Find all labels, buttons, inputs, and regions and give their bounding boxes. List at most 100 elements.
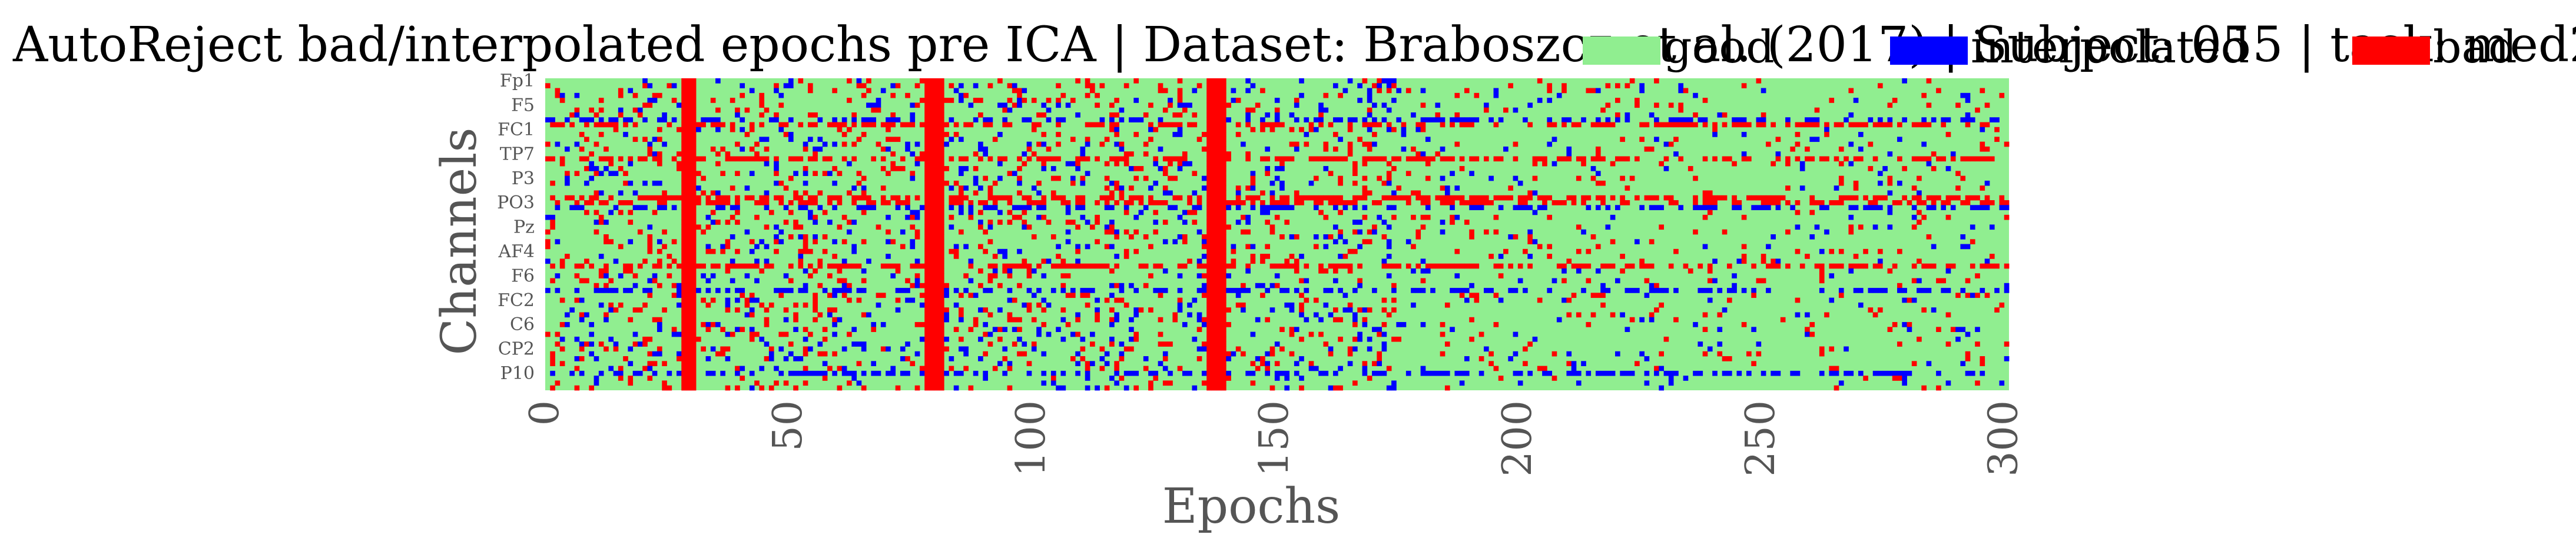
heatmap-cell — [944, 312, 949, 318]
heatmap-cell — [1357, 195, 1362, 201]
heatmap-cell — [924, 341, 930, 347]
heatmap-cell — [856, 380, 862, 386]
heatmap-cell — [749, 297, 755, 303]
heatmap-cell — [1211, 83, 1217, 88]
heatmap-cell — [749, 307, 755, 313]
heatmap-cell — [1279, 195, 1285, 201]
heatmap-cell — [924, 122, 930, 128]
heatmap-cell — [2004, 141, 2010, 147]
heatmap-cell — [545, 156, 551, 162]
heatmap-cell — [764, 161, 770, 167]
heatmap-cell — [1221, 78, 1226, 84]
heatmap-cell — [1216, 312, 1222, 318]
heatmap-cell — [1450, 214, 1455, 220]
heatmap-cell — [1231, 248, 1236, 254]
heatmap-cell — [1221, 273, 1226, 278]
heatmap-cell — [1201, 288, 1207, 293]
heatmap-cell — [1513, 288, 1519, 293]
heatmap-cell — [754, 156, 760, 162]
heatmap-cell — [1698, 288, 1703, 293]
heatmap-cell — [1848, 268, 1854, 274]
heatmap-cell — [1853, 205, 1859, 210]
heatmap-cell — [1304, 132, 1309, 137]
heatmap-cell — [1600, 293, 1606, 298]
heatmap-cell — [1114, 132, 1119, 137]
heatmap-cell — [1405, 171, 1411, 177]
heatmap-cell — [934, 107, 940, 113]
heatmap-cell — [861, 83, 867, 88]
heatmap-cell — [1819, 278, 1825, 284]
heatmap-cell — [754, 214, 760, 220]
heatmap-cell — [929, 278, 935, 284]
heatmap-cell — [740, 146, 745, 152]
heatmap-cell — [1284, 302, 1290, 308]
heatmap-cell — [759, 122, 765, 128]
heatmap-cell — [910, 112, 916, 118]
heatmap-cell — [1211, 376, 1217, 381]
heatmap-cell — [1945, 380, 1951, 386]
heatmap-cell — [1323, 288, 1329, 293]
heatmap-cell — [710, 117, 716, 122]
heatmap-cell — [1503, 195, 1509, 201]
heatmap-cell — [1381, 102, 1387, 108]
heatmap-cell — [1795, 200, 1801, 205]
heatmap-cell — [565, 195, 570, 201]
heatmap-cell — [939, 254, 944, 259]
heatmap-cell — [1104, 137, 1110, 142]
heatmap-cell — [696, 200, 701, 205]
heatmap-cell — [788, 278, 794, 284]
heatmap-cell — [1590, 234, 1596, 240]
heatmap-cell — [1294, 370, 1299, 376]
heatmap-cell — [735, 366, 740, 371]
heatmap-cell — [1663, 156, 1669, 162]
heatmap-cell — [1284, 258, 1290, 264]
heatmap-cell — [1338, 385, 1343, 391]
heatmap-cell — [1513, 331, 1519, 337]
heatmap-cell — [628, 161, 634, 167]
heatmap-cell — [1269, 190, 1275, 196]
heatmap-cell — [1119, 283, 1125, 288]
heatmap-cell — [701, 122, 706, 128]
heatmap-cell — [1911, 224, 1917, 230]
heatmap-cell — [1196, 356, 1202, 361]
heatmap-cell — [1872, 205, 1878, 210]
heatmap-cell — [959, 346, 964, 352]
heatmap-cell — [1095, 239, 1100, 244]
heatmap-cell — [1031, 341, 1037, 347]
heatmap-cell — [1211, 132, 1217, 137]
heatmap-cell — [681, 293, 687, 298]
heatmap-cell — [944, 346, 949, 352]
heatmap-cell — [1785, 185, 1791, 191]
heatmap-cell — [1201, 341, 1207, 347]
heatmap-cell — [642, 180, 648, 186]
heatmap-cell — [1211, 210, 1217, 215]
heatmap-cell — [686, 351, 692, 357]
heatmap-cell — [1221, 185, 1226, 191]
x-axis-ticks: 0 50 100 150 200 250 300 — [522, 400, 2027, 477]
heatmap-cell — [886, 137, 891, 142]
heatmap-cell — [1960, 327, 1966, 333]
heatmap-cell — [725, 331, 731, 337]
heatmap-cell — [720, 346, 725, 352]
heatmap-cell — [929, 146, 935, 152]
heatmap-cell — [1221, 244, 1226, 250]
heatmap-cell — [1104, 229, 1110, 235]
heatmap-cell — [1357, 98, 1362, 103]
heatmap-cell — [681, 141, 687, 147]
heatmap-cell — [559, 122, 565, 128]
heatmap-cell — [1080, 200, 1086, 205]
heatmap-cell — [851, 117, 857, 122]
heatmap-cell — [1323, 214, 1329, 220]
heatmap-cell — [1095, 92, 1100, 98]
heatmap-cell — [1056, 195, 1061, 201]
heatmap-cell — [1707, 288, 1713, 293]
heatmap-cell — [1221, 210, 1226, 215]
heatmap-cell — [1123, 385, 1129, 391]
heatmap-cell — [642, 205, 648, 210]
heatmap-cell — [841, 239, 847, 244]
heatmap-cell — [1328, 122, 1334, 128]
heatmap-cell — [1556, 92, 1562, 98]
heatmap-cell — [1921, 214, 1927, 220]
heatmap-cell — [1007, 107, 1013, 113]
heatmap-cell — [749, 263, 755, 269]
